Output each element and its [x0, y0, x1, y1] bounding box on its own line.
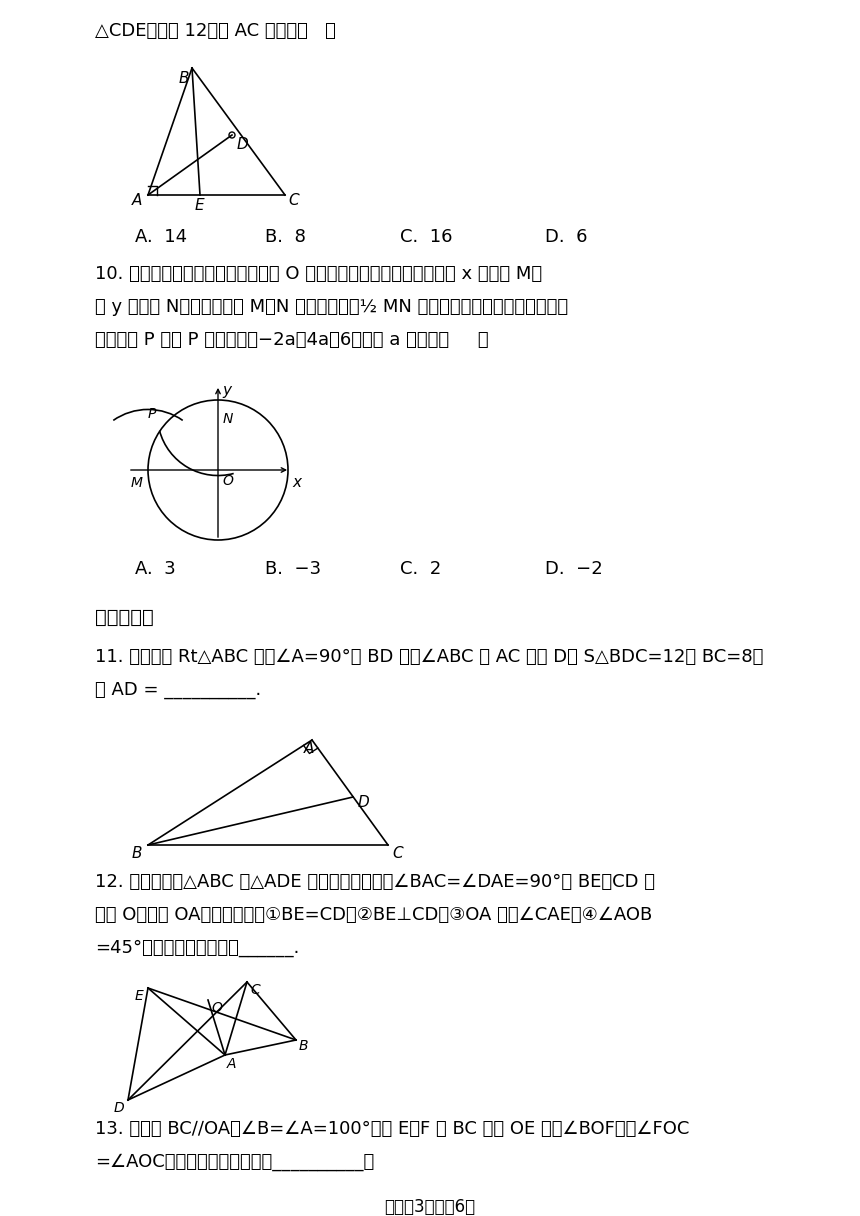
Text: 10. 如图，在平面直角坐标系中，以 O 为圆心，适当长为半径画弧，交 x 轴于点 M，: 10. 如图，在平面直角坐标系中，以 O 为圆心，适当长为半径画弧，交 x 轴于… [95, 265, 542, 283]
Text: x: x [292, 475, 301, 490]
Text: 限交于点 P 若点 P 的坐标为（−2a，4a－6），则 a 的値为（     ）: 限交于点 P 若点 P 的坐标为（−2a，4a－6），则 a 的値为（ ） [95, 331, 488, 349]
Text: 交 y 轴于点 N，再分别以点 M、N 为圆心，大于½ MN 的长为半径画弧，两弧在第二象: 交 y 轴于点 N，再分别以点 M、N 为圆心，大于½ MN 的长为半径画弧，两… [95, 298, 568, 316]
Text: B: B [132, 846, 143, 861]
Text: A.  14: A. 14 [135, 229, 187, 246]
Text: A: A [227, 1057, 237, 1071]
Text: C.  16: C. 16 [400, 229, 452, 246]
Text: D: D [358, 795, 370, 810]
Text: 二、填空题: 二、填空题 [95, 608, 154, 627]
Text: 试卷第3页，共6页: 试卷第3页，共6页 [384, 1198, 476, 1216]
Text: 则 AD = __________.: 则 AD = __________. [95, 681, 261, 699]
Text: C: C [392, 846, 402, 861]
Text: =45°。其中结论正确的是______.: =45°。其中结论正确的是______. [95, 939, 299, 957]
Text: D.  6: D. 6 [545, 229, 587, 246]
Text: 于点 O，连接 OA。下列结论：①BE=CD；②BE⊥CD；③OA 平分∠CAE；④∠AOB: 于点 O，连接 OA。下列结论：①BE=CD；②BE⊥CD；③OA 平分∠CAE… [95, 906, 652, 924]
Text: O: O [222, 474, 233, 488]
Text: E: E [195, 198, 205, 213]
Text: P: P [148, 407, 157, 421]
Text: A.  3: A. 3 [135, 561, 175, 578]
Text: C.  2: C. 2 [400, 561, 441, 578]
Text: M: M [131, 475, 143, 490]
Text: △CDE周长为 12，则 AC 的长是（   ）: △CDE周长为 12，则 AC 的长是（ ） [95, 22, 336, 40]
Text: 12. 如图，已知△ABC 和△ADE 都是等腰三角形，∠BAC=∠DAE=90°， BE、CD 交: 12. 如图，已知△ABC 和△ADE 都是等腰三角形，∠BAC=∠DAE=90… [95, 873, 655, 891]
Text: B: B [299, 1038, 309, 1053]
Text: y: y [222, 383, 231, 398]
Text: B.  −3: B. −3 [265, 561, 321, 578]
Text: D: D [114, 1100, 125, 1115]
Text: A: A [304, 741, 315, 756]
Text: 11. 如图，在 Rt△ABC 中，∠A=90°， BD 平分∠ABC 交 AC 于点 D， S△BDC=12， BC=8，: 11. 如图，在 Rt△ABC 中，∠A=90°， BD 平分∠ABC 交 AC… [95, 648, 764, 666]
Text: B: B [179, 71, 189, 86]
Text: N: N [223, 412, 233, 426]
Text: C: C [250, 983, 260, 997]
Text: D: D [237, 137, 249, 152]
Text: O: O [211, 1001, 222, 1015]
Text: =∠AOC，下列结论中正确的是__________：: =∠AOC，下列结论中正确的是__________： [95, 1153, 374, 1171]
Text: 13. 已知， BC∕∕OA，∠B=∠A=100°，点 E、F 在 BC 上， OE 平分∠BOF，且∠FOC: 13. 已知， BC∕∕OA，∠B=∠A=100°，点 E、F 在 BC 上， … [95, 1120, 690, 1138]
Text: A: A [132, 193, 143, 208]
Text: C: C [288, 193, 298, 208]
Text: E: E [135, 989, 144, 1003]
Text: B.  8: B. 8 [265, 229, 306, 246]
Text: D.  −2: D. −2 [545, 561, 603, 578]
